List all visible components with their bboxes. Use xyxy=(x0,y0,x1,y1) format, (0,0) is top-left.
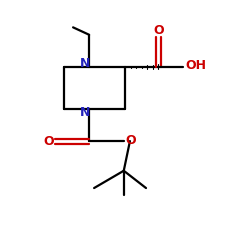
Text: N: N xyxy=(80,106,91,119)
Text: N: N xyxy=(80,57,91,70)
Text: O: O xyxy=(153,24,164,37)
Text: O: O xyxy=(43,134,54,147)
Text: OH: OH xyxy=(185,59,206,72)
Text: O: O xyxy=(125,134,136,147)
